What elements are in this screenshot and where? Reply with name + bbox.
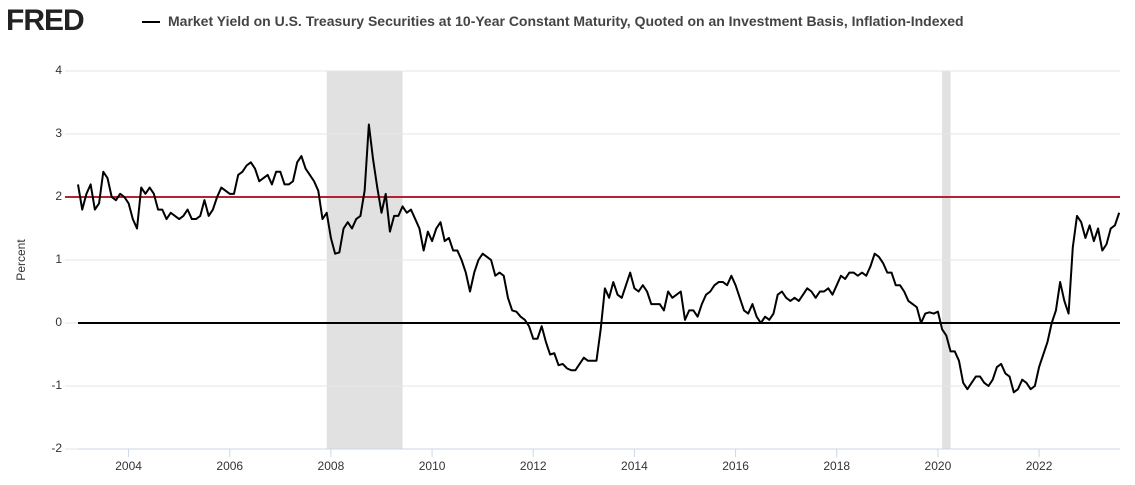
x-tick-label: 2008	[318, 459, 345, 473]
y-tick-label: 2	[55, 189, 62, 203]
x-tick-label: 2010	[419, 459, 446, 473]
y-tick-label: 0	[55, 315, 62, 329]
x-tick-label: 2004	[115, 459, 142, 473]
y-tick-label: -2	[51, 441, 62, 455]
x-tick-label: 2018	[823, 459, 850, 473]
logo: FRED	[6, 4, 85, 37]
x-tick-label: 2016	[722, 459, 749, 473]
x-tick-label: 2012	[520, 459, 547, 473]
y-tick-label: 1	[55, 252, 62, 266]
x-tick-label: 2022	[1026, 459, 1053, 473]
y-tick-label: 3	[55, 126, 62, 140]
y-axis-label: Percent	[14, 239, 28, 281]
x-tick-label: 2014	[621, 459, 648, 473]
series-line	[77, 123, 1121, 394]
x-tick-label: 2006	[216, 459, 243, 473]
legend-swatch	[142, 21, 160, 23]
legend: Market Yield on U.S. Treasury Securities…	[142, 12, 982, 30]
y-tick-label: -1	[51, 378, 62, 392]
x-tick-label: 2020	[925, 459, 952, 473]
y-tick-label: 4	[55, 63, 62, 77]
legend-label: Market Yield on U.S. Treasury Securities…	[168, 13, 964, 29]
